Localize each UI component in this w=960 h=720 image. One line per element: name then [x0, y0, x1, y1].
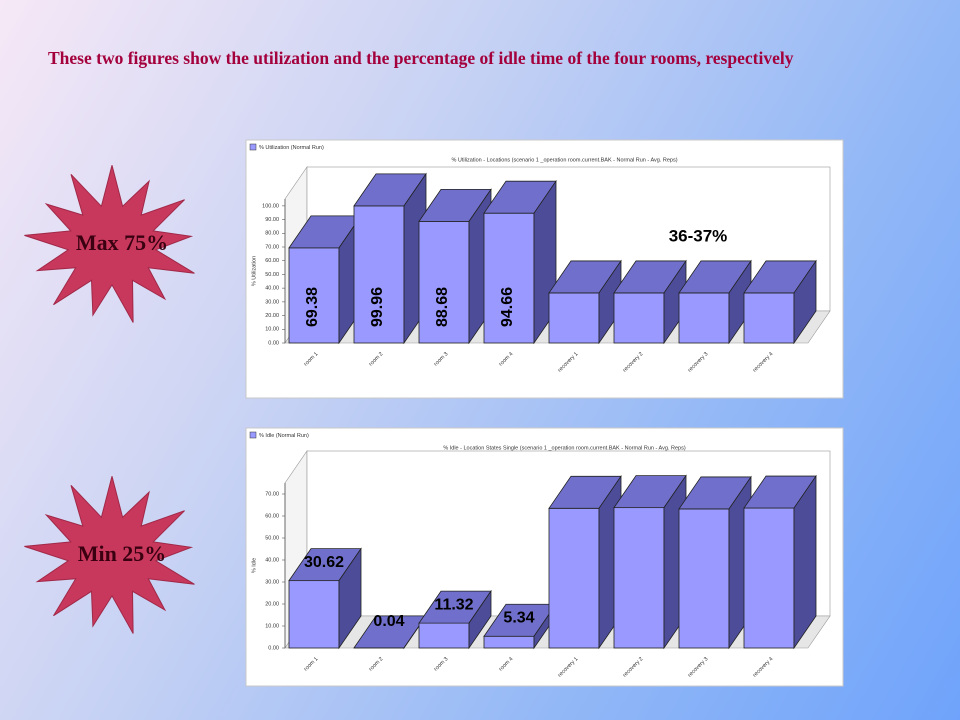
starburst [24, 165, 195, 323]
y-tick-label: 0.00 [268, 340, 279, 346]
y-tick-label: 60.00 [265, 258, 279, 264]
data-label: 94.66 [499, 287, 516, 327]
data-label: 11.32 [434, 596, 473, 613]
bar [418, 589, 492, 650]
bar-front [678, 292, 730, 344]
bar [678, 475, 752, 650]
y-tick-label: 20.00 [265, 313, 279, 319]
bar-front [678, 508, 730, 649]
bar [743, 259, 817, 345]
y-axis-label: % Idle [251, 558, 257, 573]
y-tick-label: 80.00 [265, 231, 279, 237]
bar-front [743, 507, 795, 649]
slide-title: These two figures show the utilization a… [48, 48, 794, 68]
chart-title: % Idle - Location States Single (scenari… [443, 445, 685, 451]
bar [548, 259, 622, 345]
legend-swatch [249, 143, 257, 151]
bar-front [288, 247, 340, 344]
y-tick-label: 10.00 [265, 327, 279, 333]
bar-front [548, 507, 600, 649]
bar-front [483, 212, 535, 344]
y-tick-label: 20.00 [265, 601, 279, 607]
y-tick-label: 0.00 [268, 645, 279, 651]
bar-front [418, 622, 470, 649]
legend-label: % Idle (Normal Run) [259, 433, 309, 439]
bar-side [793, 259, 817, 345]
y-tick-label: 90.00 [265, 217, 279, 223]
bar [678, 259, 752, 345]
bar [483, 179, 557, 345]
data-label: 30.62 [304, 554, 344, 571]
y-tick-label: 70.00 [265, 244, 279, 250]
annotation: 36-37% [669, 226, 728, 245]
badge-label: Max 75% [76, 230, 168, 255]
y-tick-label: 10.00 [265, 623, 279, 629]
bar-front [743, 292, 795, 344]
legend-swatch [249, 431, 257, 439]
badge-label: Min 25% [78, 541, 167, 566]
data-label: 5.34 [503, 609, 534, 626]
bar [743, 474, 817, 650]
y-tick-label: 40.00 [265, 557, 279, 563]
starburst [24, 476, 195, 634]
y-tick-label: 40.00 [265, 286, 279, 292]
y-tick-label: 60.00 [265, 513, 279, 519]
bar-front [418, 220, 470, 344]
bar [613, 259, 687, 345]
y-tick-label: 50.00 [265, 272, 279, 278]
bar-front [613, 507, 665, 649]
bar [288, 547, 362, 650]
bar [548, 475, 622, 650]
data-label: 88.68 [434, 287, 451, 327]
bar-front [613, 292, 665, 344]
bar-side [468, 589, 492, 650]
bar [288, 214, 362, 345]
data-label: 69.38 [304, 287, 321, 327]
y-tick-label: 70.00 [265, 491, 279, 497]
data-label: 0.04 [373, 613, 404, 630]
bar-front [548, 292, 600, 344]
bar-side [793, 474, 817, 650]
bar-front [288, 580, 340, 649]
y-tick-label: 50.00 [265, 535, 279, 541]
bar-side [338, 547, 362, 650]
chart-title: % Utilization - Locations (scenario 1 _o… [451, 157, 677, 163]
bar [418, 188, 492, 345]
bar [613, 474, 687, 650]
legend-label: % Utilization (Normal Run) [259, 145, 324, 151]
y-tick-label: 30.00 [265, 579, 279, 585]
y-tick-label: 30.00 [265, 299, 279, 305]
data-label: 99.96 [369, 287, 386, 327]
bar-front [483, 635, 535, 649]
y-tick-label: 100.00 [262, 203, 279, 209]
bar [353, 172, 427, 345]
y-axis-label: % Utilization [251, 256, 257, 286]
